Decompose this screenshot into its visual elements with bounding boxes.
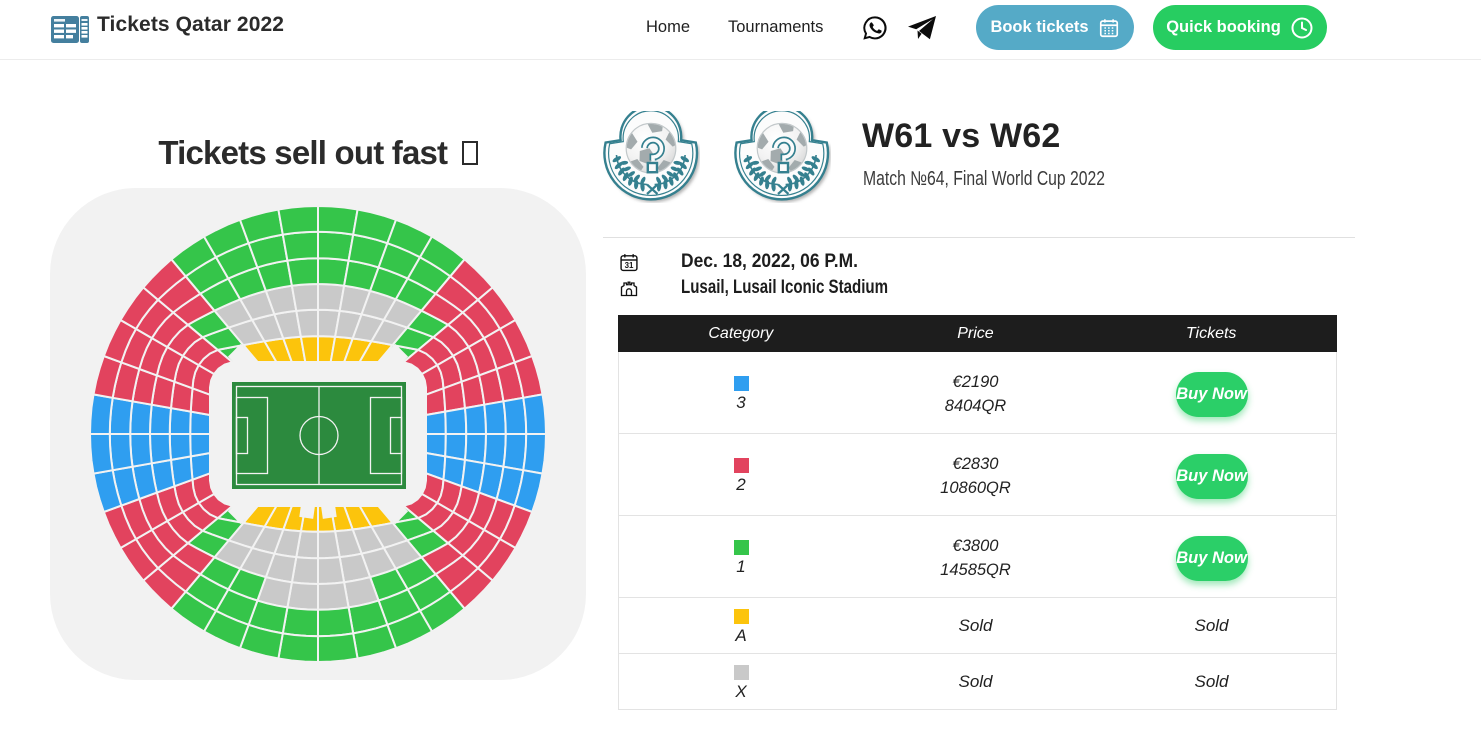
svg-text:31: 31 — [625, 260, 634, 269]
